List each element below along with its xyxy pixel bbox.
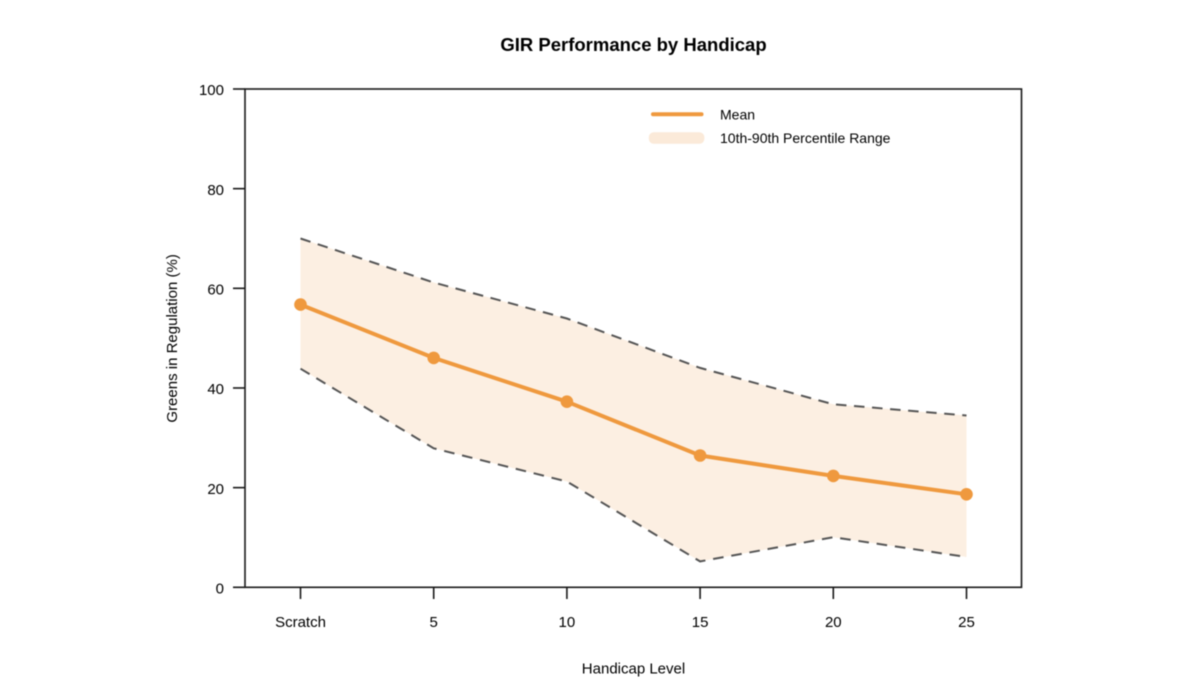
svg-text:15: 15: [692, 614, 709, 631]
svg-text:25: 25: [958, 614, 975, 631]
svg-text:5: 5: [430, 614, 438, 631]
svg-text:100: 100: [199, 82, 224, 99]
svg-text:20: 20: [207, 481, 224, 498]
svg-text:Mean: Mean: [720, 106, 755, 122]
svg-text:GIR Performance by Handicap: GIR Performance by Handicap: [500, 34, 766, 55]
svg-text:10th-90th Percentile Range: 10th-90th Percentile Range: [720, 130, 891, 146]
svg-text:40: 40: [207, 381, 224, 398]
svg-text:10: 10: [559, 614, 576, 631]
svg-text:0: 0: [216, 581, 224, 598]
svg-text:Scratch: Scratch: [275, 614, 326, 631]
svg-text:20: 20: [825, 614, 842, 631]
svg-text:80: 80: [207, 182, 224, 199]
svg-text:Greens in Regulation (%): Greens in Regulation (%): [164, 254, 181, 422]
svg-text:Handicap Level: Handicap Level: [582, 661, 685, 678]
svg-text:60: 60: [207, 282, 224, 299]
